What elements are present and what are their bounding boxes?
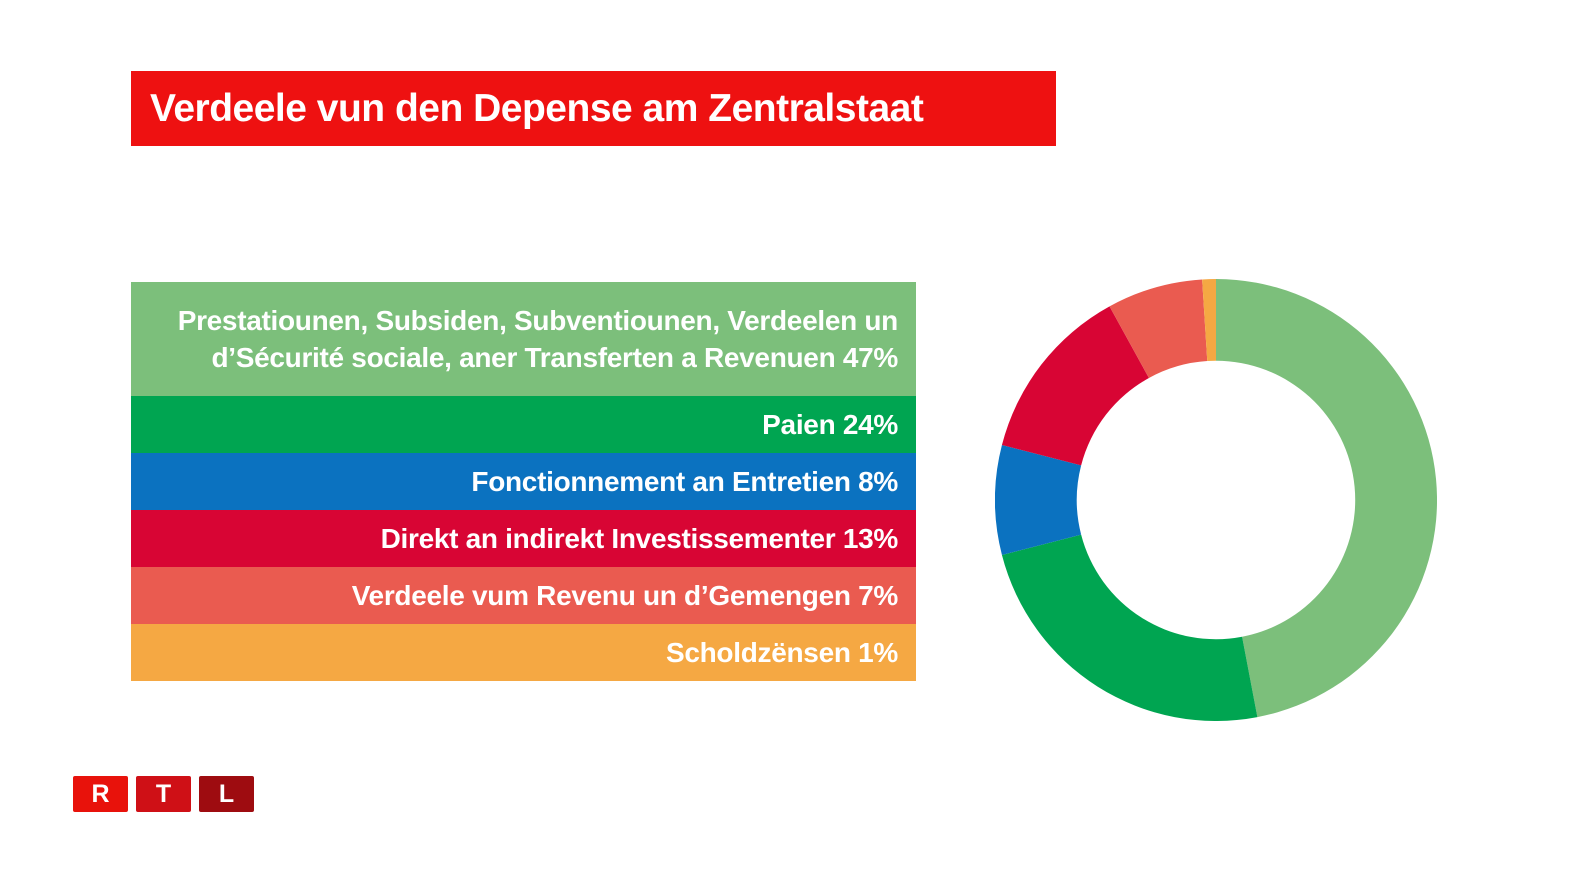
donut-segment-1 bbox=[1001, 534, 1258, 722]
legend-item-label: Prestatiounen, Subsiden, Subventiounen, … bbox=[177, 302, 899, 376]
legend: Prestatiounen, Subsiden, Subventiounen, … bbox=[131, 282, 916, 681]
legend-item-label: Scholdzënsen 1% bbox=[665, 636, 898, 668]
donut-segment-2 bbox=[994, 445, 1082, 555]
donut-segment-0 bbox=[1216, 279, 1438, 718]
donut-segment-5 bbox=[1202, 279, 1216, 362]
logo-letter-r: R bbox=[91, 779, 110, 808]
legend-item-fonctionnement: Fonctionnement an Entretien 8% bbox=[131, 453, 916, 510]
legend-item-gemengen: Verdeele vum Revenu un d’Gemengen 7% bbox=[131, 567, 916, 624]
legend-item-label-line1: Prestatiounen, Subsiden, Subventiounen, … bbox=[177, 305, 899, 336]
donut-segment-3 bbox=[1001, 306, 1149, 466]
legend-item-investissementer: Direkt an indirekt Investissementer 13% bbox=[131, 510, 916, 567]
donut-segment-4 bbox=[1109, 279, 1208, 378]
title-banner: Verdeele vun den Depense am Zentralstaat bbox=[131, 71, 1056, 146]
logo-letter-l: L bbox=[218, 779, 235, 808]
logo-block-t: T bbox=[136, 776, 191, 812]
legend-item-label-line2: d’Sécurité sociale, aner Transferten a R… bbox=[211, 342, 898, 373]
donut-chart bbox=[994, 279, 1438, 722]
legend-item-paien: Paien 24% bbox=[131, 396, 916, 453]
legend-item-label: Verdeele vum Revenu un d’Gemengen 7% bbox=[351, 579, 899, 611]
logo-block-l: L bbox=[199, 776, 254, 812]
logo-letter-t: T bbox=[155, 779, 172, 808]
legend-item-label: Direkt an indirekt Investissementer 13% bbox=[380, 522, 899, 554]
legend-item-prestatiounen: Prestatiounen, Subsiden, Subventiounen, … bbox=[131, 282, 916, 396]
donut-chart-svg bbox=[994, 279, 1438, 722]
page-title: Verdeele vun den Depense am Zentralstaat bbox=[150, 86, 924, 130]
rtl-logo: R T L bbox=[73, 776, 254, 812]
legend-item-label: Fonctionnement an Entretien 8% bbox=[471, 465, 898, 497]
logo-block-r: R bbox=[73, 776, 128, 812]
legend-item-label: Paien 24% bbox=[762, 408, 898, 440]
legend-item-scholdzensen: Scholdzënsen 1% bbox=[131, 624, 916, 681]
